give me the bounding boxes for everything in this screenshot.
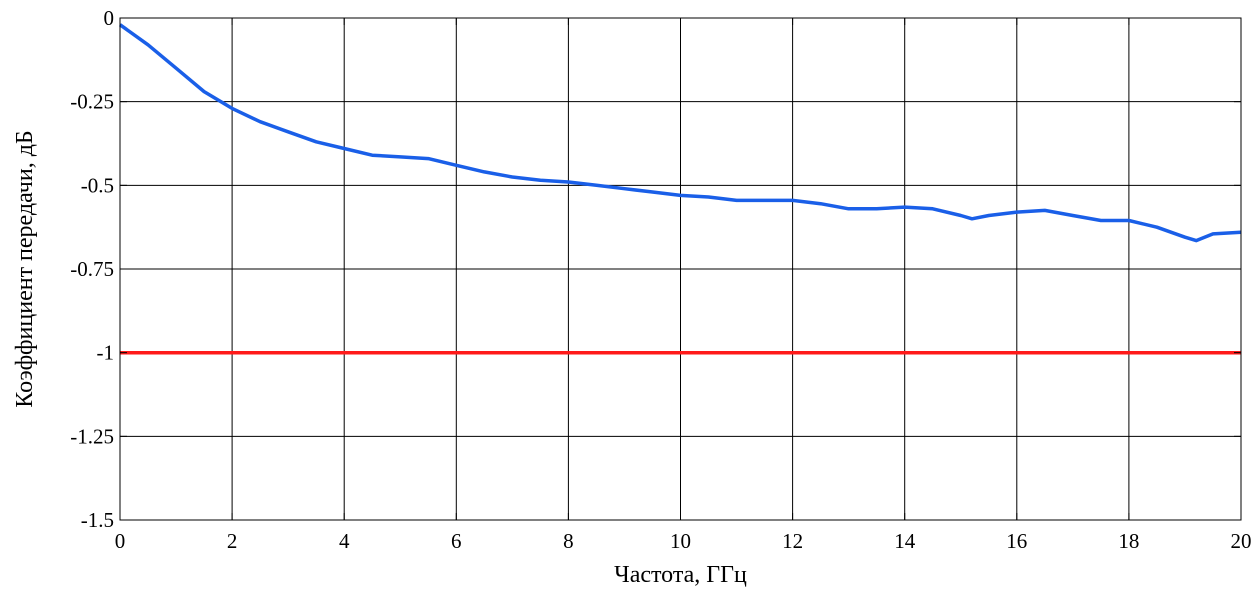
y-axis-label: Коэффициент передачи, дБ: [12, 130, 38, 407]
x-tick-label: 8: [563, 529, 574, 553]
x-tick-labels: 0 2 4 6 8 10 12 14 16 18 20: [115, 529, 1252, 553]
y-tick-label: -0.25: [70, 90, 114, 114]
y-tick-label: -1.5: [81, 508, 114, 532]
x-tick-label: 14: [894, 529, 916, 553]
grid: [119, 17, 1242, 521]
y-tick-label: -0.5: [81, 173, 114, 197]
plot-lines: [118, 23, 1242, 355]
y-tick-label: -1: [97, 341, 115, 365]
y-tick-label: 0: [104, 6, 115, 30]
x-axis-label: Частота, ГГц: [614, 562, 747, 588]
x-tick-label: 2: [227, 529, 238, 553]
y-tick-label: -1.25: [70, 424, 114, 448]
x-tick-label: 20: [1231, 529, 1252, 553]
x-tick-label: 16: [1006, 529, 1027, 553]
y-tick-label: -0.75: [70, 257, 114, 281]
series-line-transmission: [118, 23, 1242, 243]
x-tick-label: 6: [451, 529, 462, 553]
x-tick-label: 12: [782, 529, 803, 553]
y-tick-labels: 0 -0.25 -0.5 -0.75 -1 -1.25 -1.5: [70, 6, 114, 532]
x-tick-label: 0: [115, 529, 126, 553]
tick-marks: [119, 17, 1242, 521]
x-tick-label: 4: [339, 529, 350, 553]
x-tick-label: 18: [1118, 529, 1139, 553]
x-tick-label: 10: [670, 529, 691, 553]
